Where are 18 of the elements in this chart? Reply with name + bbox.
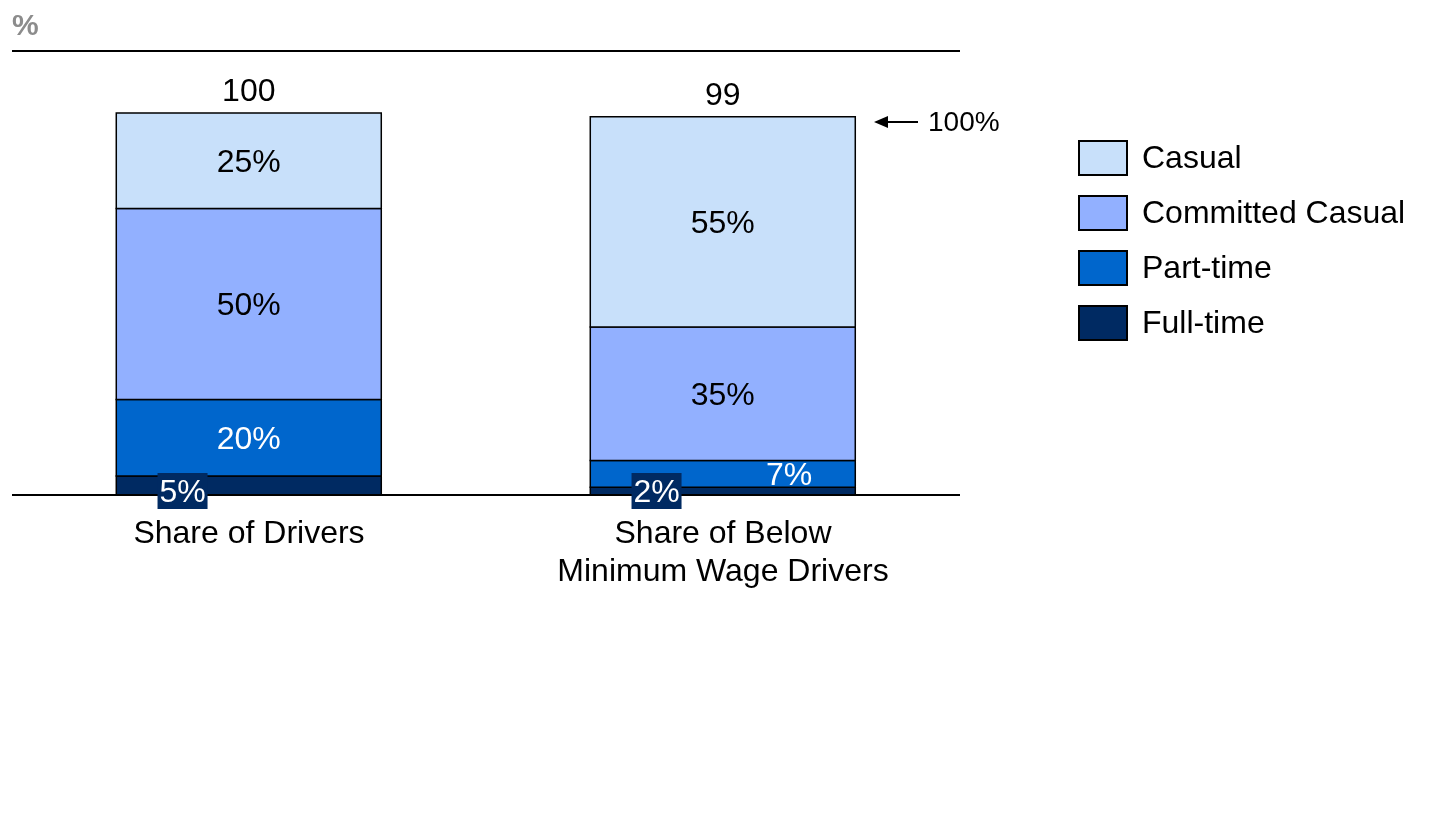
- legend-label: Committed Casual: [1142, 194, 1406, 231]
- x-tick-label: Share of Below Minimum Wage Drivers: [557, 514, 889, 588]
- legend-label: Casual: [1142, 139, 1242, 176]
- data-label: 25%: [216, 142, 281, 179]
- data-label: 35%: [690, 375, 755, 412]
- data-label: 55%: [690, 203, 755, 240]
- data-label: 7%: [765, 455, 813, 492]
- total-label: 99: [704, 75, 741, 112]
- annotation: 100%: [928, 106, 1000, 138]
- data-label: 2%: [633, 473, 680, 509]
- data-label: 20%: [216, 419, 281, 456]
- y-axis-title: %: [12, 8, 960, 52]
- legend-label: Full-time: [1142, 304, 1265, 341]
- data-label: 50%: [216, 286, 281, 322]
- total-label: 100: [222, 72, 276, 108]
- x-tick-label: Share of Drivers: [133, 514, 365, 550]
- data-label: 5%: [159, 473, 206, 509]
- legend-label: Part-time: [1142, 249, 1272, 286]
